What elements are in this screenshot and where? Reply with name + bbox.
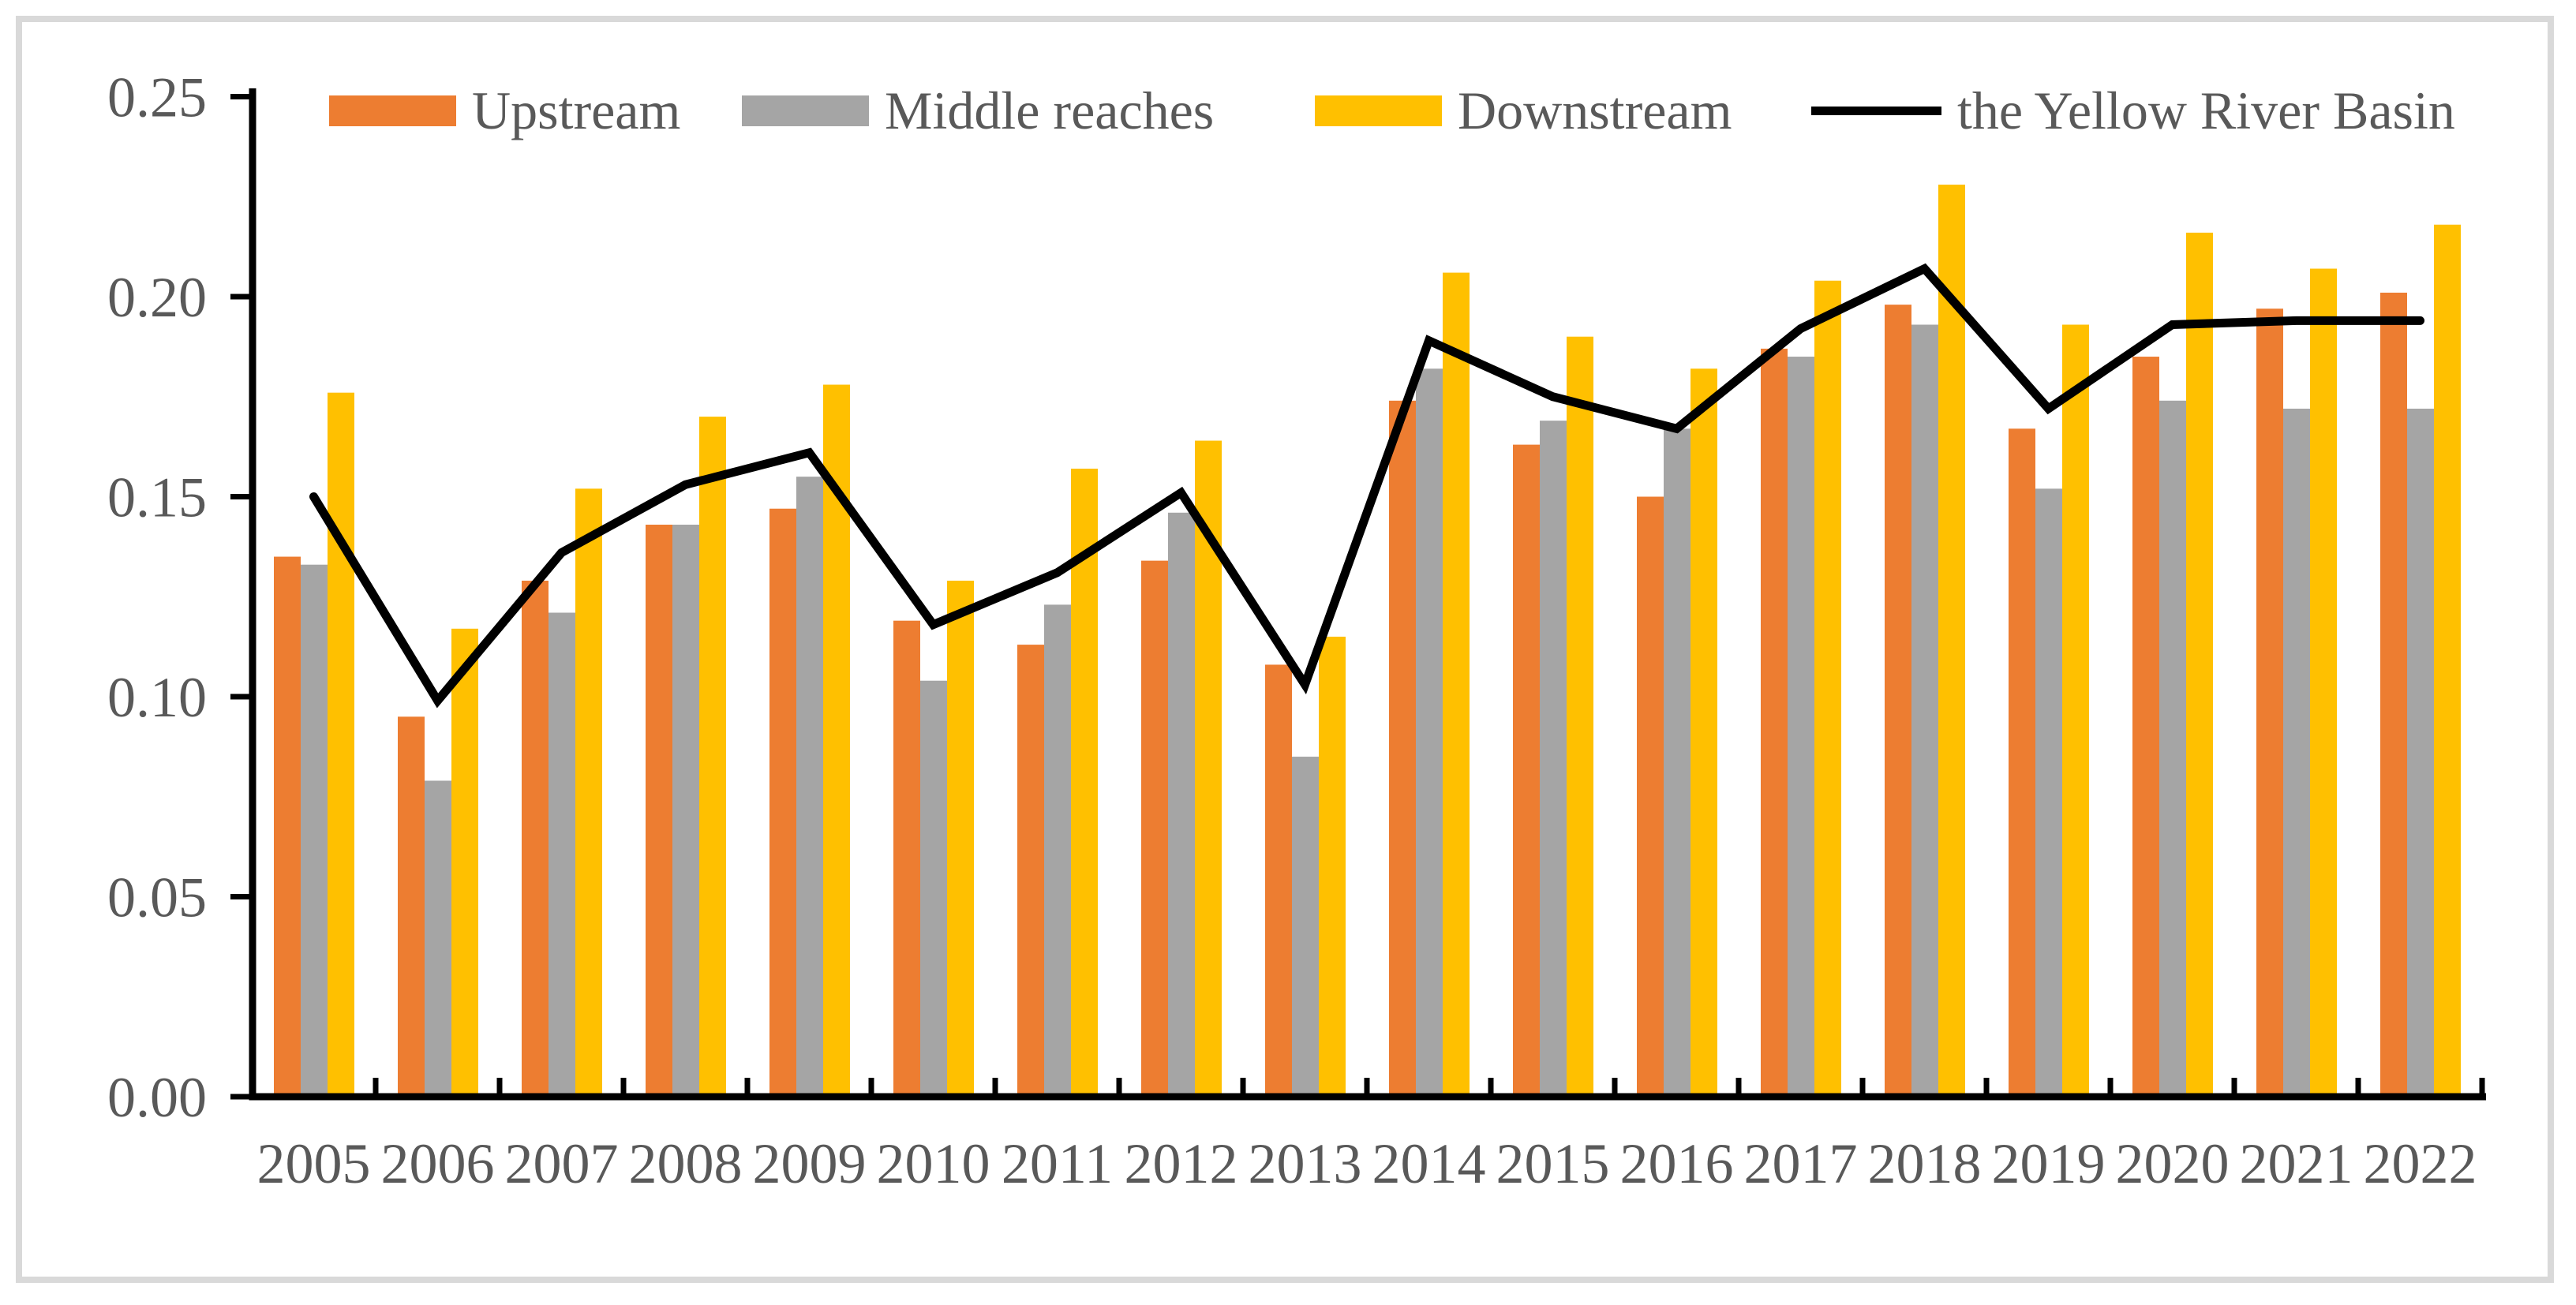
bar-middle-reaches-2020 — [2159, 400, 2186, 1097]
bar-upstream-2013 — [1265, 664, 1292, 1097]
x-axis-label: 2014 — [1372, 1132, 1486, 1195]
legend-item-downstream: Downstream — [1315, 84, 1732, 137]
bar-middle-reaches-2021 — [2283, 408, 2310, 1097]
bar-middle-reaches-2019 — [2035, 488, 2062, 1097]
bar-middle-reaches-2007 — [549, 612, 575, 1097]
bar-downstream-2017 — [1814, 280, 1841, 1097]
bar-upstream-2010 — [893, 620, 920, 1097]
bar-upstream-2022 — [2380, 292, 2407, 1097]
bar-middle-reaches-2008 — [672, 524, 699, 1097]
bar-middle-reaches-2010 — [920, 680, 947, 1097]
legend-label: Middle reaches — [885, 80, 1215, 140]
y-axis-label: 0.15 — [107, 466, 207, 529]
bar-upstream-2007 — [522, 580, 549, 1097]
bar-downstream-2019 — [2062, 324, 2089, 1097]
x-axis-label: 2013 — [1249, 1132, 1362, 1195]
bar-middle-reaches-2017 — [1788, 357, 1814, 1097]
bar-middle-reaches-2013 — [1292, 757, 1319, 1097]
bar-downstream-2010 — [947, 580, 974, 1097]
legend-label: the Yellow River Basin — [1957, 80, 2455, 140]
downstream-swatch-icon — [1315, 95, 1442, 126]
bar-downstream-2006 — [451, 628, 478, 1097]
x-axis-label: 2009 — [753, 1132, 867, 1195]
bar-middle-reaches-2009 — [796, 477, 823, 1097]
bar-downstream-2013 — [1319, 636, 1346, 1097]
middle-reaches-swatch-icon — [742, 95, 869, 126]
bar-upstream-2008 — [646, 524, 672, 1097]
upstream-swatch-icon — [329, 95, 456, 126]
x-axis-label: 2018 — [1868, 1132, 1982, 1195]
y-axis-label: 0.25 — [107, 66, 207, 129]
bar-downstream-2021 — [2310, 268, 2337, 1097]
bar-upstream-2005 — [274, 556, 301, 1097]
bar-middle-reaches-2006 — [425, 780, 451, 1097]
legend-item-upstream: Upstream — [329, 84, 680, 137]
bar-upstream-2015 — [1513, 444, 1540, 1097]
bar-upstream-2009 — [769, 508, 796, 1097]
bar-middle-reaches-2014 — [1416, 368, 1443, 1097]
bar-downstream-2005 — [328, 392, 354, 1097]
bar-downstream-2018 — [1938, 185, 1965, 1097]
bar-middle-reaches-2022 — [2407, 408, 2434, 1097]
legend-item-middle-reaches: Middle reaches — [742, 84, 1214, 137]
x-axis-label: 2019 — [1992, 1132, 2106, 1195]
bar-upstream-2019 — [2009, 428, 2035, 1097]
bar-upstream-2018 — [1885, 305, 1911, 1097]
bar-upstream-2012 — [1141, 560, 1168, 1097]
bar-middle-reaches-2018 — [1911, 324, 1938, 1097]
bar-downstream-2008 — [699, 417, 726, 1097]
x-axis-label: 2006 — [381, 1132, 495, 1195]
bar-downstream-2011 — [1071, 469, 1098, 1097]
bar-middle-reaches-2016 — [1664, 428, 1690, 1097]
bar-middle-reaches-2012 — [1168, 512, 1195, 1097]
bar-downstream-2016 — [1690, 368, 1717, 1097]
bar-upstream-2006 — [398, 716, 425, 1097]
y-axis-label: 0.00 — [107, 1066, 207, 1129]
basin-line — [309, 263, 2424, 709]
bar-upstream-2011 — [1017, 645, 1044, 1097]
bar-upstream-2014 — [1389, 400, 1416, 1097]
bar-downstream-2022 — [2434, 224, 2461, 1097]
figure-border — [16, 16, 2554, 1283]
x-axis-label: 2015 — [1496, 1132, 1610, 1195]
bar-downstream-2020 — [2186, 232, 2213, 1097]
bar-middle-reaches-2005 — [301, 564, 328, 1097]
x-axis-label: 2016 — [1620, 1132, 1734, 1195]
x-axis-label: 2011 — [1002, 1132, 1113, 1195]
bar-downstream-2015 — [1567, 336, 1593, 1097]
bar-upstream-2016 — [1637, 496, 1664, 1097]
bar-upstream-2021 — [2256, 308, 2283, 1097]
x-axis-label: 2010 — [877, 1132, 990, 1195]
y-axis-label: 0.10 — [107, 666, 207, 729]
bar-downstream-2014 — [1443, 272, 1470, 1097]
bar-middle-reaches-2011 — [1044, 604, 1071, 1097]
bar-downstream-2007 — [575, 488, 602, 1097]
bar-middle-reaches-2015 — [1540, 421, 1567, 1097]
y-axis-label: 0.05 — [107, 866, 207, 929]
x-axis-label: 2020 — [2116, 1132, 2230, 1195]
basin-line-swatch-icon — [1811, 106, 1941, 115]
x-axis-label: 2012 — [1125, 1132, 1238, 1195]
x-axis-label: 2007 — [505, 1132, 619, 1195]
legend-label: Downstream — [1458, 80, 1732, 140]
x-axis-label: 2017 — [1744, 1132, 1858, 1195]
x-axis-label: 2022 — [2364, 1132, 2477, 1195]
x-axis-label: 2005 — [257, 1132, 371, 1195]
y-axis-label: 0.20 — [107, 266, 207, 329]
x-axis-label: 2021 — [2240, 1132, 2353, 1195]
x-axis-label: 2008 — [629, 1132, 743, 1195]
legend-item-basin-line: the Yellow River Basin — [1811, 84, 2455, 137]
legend-label: Upstream — [472, 80, 681, 140]
bar-upstream-2020 — [2132, 357, 2159, 1097]
bar-upstream-2017 — [1761, 348, 1788, 1097]
